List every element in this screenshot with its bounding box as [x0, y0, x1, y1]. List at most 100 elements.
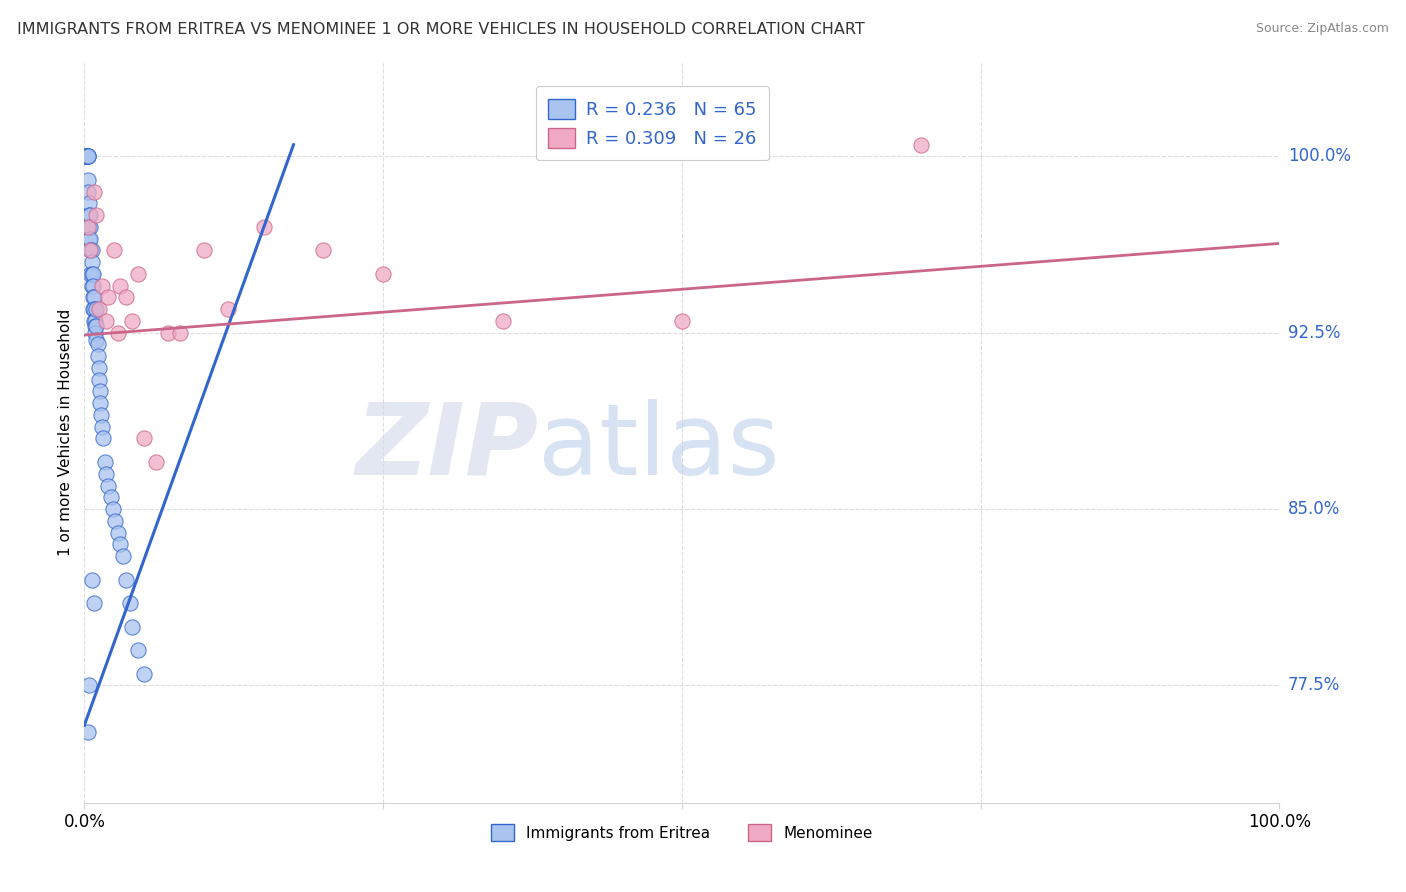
Text: atlas: atlas: [538, 399, 780, 496]
Point: [76, 149, 98, 163]
Point: [79, 219, 101, 234]
Point: [79, 244, 101, 258]
Text: Source: ZipAtlas.com: Source: ZipAtlas.com: [1256, 22, 1389, 36]
Point: [90, 408, 112, 422]
Point: [111, 549, 134, 563]
Point: [80, 244, 103, 258]
Point: [79, 208, 101, 222]
Point: [83, 596, 105, 610]
Point: [76, 149, 98, 163]
Point: [671, 314, 693, 328]
Point: [91, 278, 114, 293]
Point: [84, 318, 107, 333]
Point: [253, 219, 276, 234]
Point: [107, 326, 129, 340]
Point: [115, 573, 138, 587]
Point: [87, 373, 110, 387]
Point: [87, 361, 110, 376]
Point: [121, 314, 143, 328]
Point: [82, 302, 104, 317]
Point: [84, 314, 107, 328]
Point: [82, 290, 104, 304]
Point: [80, 255, 103, 269]
Point: [910, 137, 932, 152]
Point: [75, 149, 97, 163]
Point: [80, 278, 103, 293]
Point: [84, 326, 107, 340]
Point: [83, 290, 105, 304]
Point: [79, 267, 101, 281]
Point: [86, 302, 108, 317]
Point: [87, 302, 110, 317]
Point: [91, 419, 114, 434]
Point: [86, 208, 108, 222]
Text: ZIP: ZIP: [356, 399, 538, 496]
Point: [145, 455, 167, 469]
Point: [83, 185, 105, 199]
Point: [107, 525, 129, 540]
Point: [86, 337, 108, 351]
Point: [77, 219, 100, 234]
Point: [89, 384, 111, 399]
Point: [127, 267, 149, 281]
Point: [86, 318, 108, 333]
Point: [97, 290, 120, 304]
Point: [110, 537, 132, 551]
Point: [79, 244, 101, 258]
Point: [132, 666, 156, 681]
Point: [77, 232, 100, 246]
Point: [77, 725, 100, 739]
Point: [77, 678, 100, 692]
Point: [373, 267, 395, 281]
Point: [75, 149, 97, 163]
Text: 77.5%: 77.5%: [1288, 676, 1340, 694]
Point: [77, 149, 100, 163]
Point: [492, 314, 515, 328]
Point: [89, 396, 111, 410]
Point: [75, 149, 97, 163]
Point: [101, 502, 124, 516]
Point: [77, 185, 100, 199]
Point: [217, 302, 239, 317]
Point: [312, 244, 335, 258]
Point: [77, 149, 100, 163]
Point: [80, 267, 103, 281]
Point: [82, 267, 104, 281]
Point: [77, 149, 100, 163]
Point: [104, 514, 127, 528]
Point: [93, 455, 115, 469]
Point: [86, 349, 108, 363]
Point: [77, 173, 100, 187]
Point: [110, 278, 132, 293]
Point: [77, 208, 100, 222]
Point: [115, 290, 138, 304]
Point: [97, 478, 120, 492]
Point: [86, 333, 108, 347]
Point: [157, 326, 180, 340]
Point: [127, 643, 149, 657]
Text: 92.5%: 92.5%: [1288, 324, 1340, 342]
Text: 100.0%: 100.0%: [1288, 147, 1351, 165]
Point: [118, 596, 141, 610]
Point: [77, 219, 100, 234]
Text: IMMIGRANTS FROM ERITREA VS MENOMINEE 1 OR MORE VEHICLES IN HOUSEHOLD CORRELATION: IMMIGRANTS FROM ERITREA VS MENOMINEE 1 O…: [17, 22, 865, 37]
Point: [79, 232, 101, 246]
Point: [94, 467, 117, 481]
Point: [193, 244, 215, 258]
Y-axis label: 1 or more Vehicles in Household: 1 or more Vehicles in Household: [58, 309, 73, 557]
Point: [82, 278, 104, 293]
Point: [76, 149, 98, 163]
Point: [76, 149, 98, 163]
Point: [169, 326, 191, 340]
Point: [100, 490, 122, 504]
Point: [83, 302, 105, 317]
Point: [132, 432, 156, 446]
Point: [83, 314, 105, 328]
Point: [77, 196, 100, 211]
Text: 85.0%: 85.0%: [1288, 500, 1340, 518]
Point: [121, 619, 143, 633]
Point: [103, 244, 125, 258]
Point: [93, 432, 115, 446]
Point: [94, 314, 117, 328]
Legend: Immigrants from Eritrea, Menominee: Immigrants from Eritrea, Menominee: [485, 818, 879, 847]
